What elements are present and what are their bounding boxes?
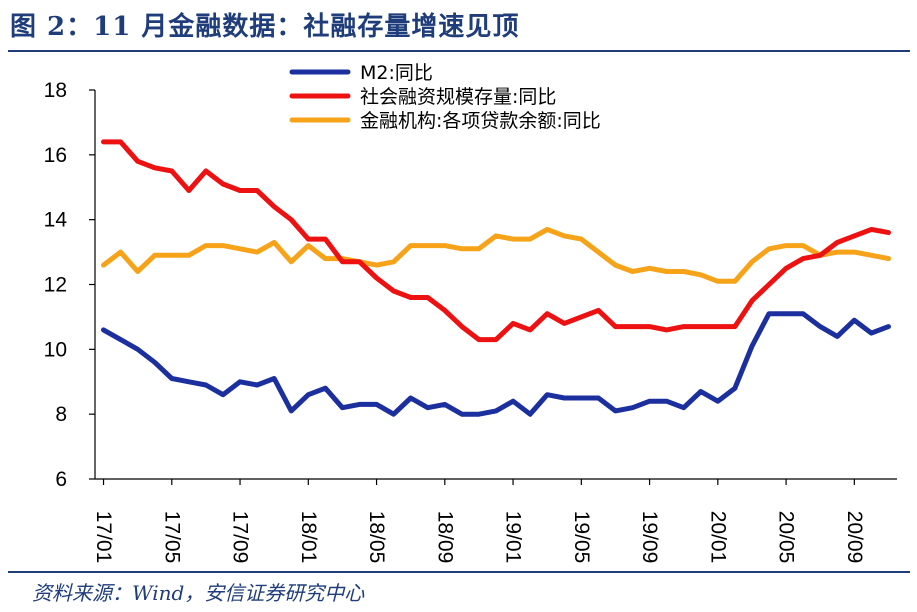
x-tick-label: 20/09 (843, 511, 866, 564)
x-tick-label: 19/05 (570, 511, 593, 564)
y-tick-label: 14 (44, 209, 68, 232)
y-tick-label: 10 (44, 338, 67, 361)
x-tick-label: 17/05 (160, 511, 183, 564)
series-line-0 (101, 311, 891, 417)
chart-series (101, 139, 891, 417)
x-tick-label: 20/05 (775, 511, 798, 564)
figure-title: 图 2：11 月金融数据：社融存量增速见顶 (10, 12, 520, 42)
legend-label: 社会融资规模存量:同比 (360, 86, 556, 108)
legend-label: 金融机构:各项贷款余额:同比 (360, 110, 601, 132)
x-tick-label: 19/09 (638, 511, 661, 564)
title-rule (8, 50, 910, 52)
legend-label: M2:同比 (360, 62, 433, 84)
y-tick-label: 8 (55, 403, 67, 426)
x-tick-label: 18/01 (297, 511, 320, 564)
x-tick-label: 18/05 (365, 511, 388, 564)
source-rule (8, 571, 910, 573)
y-tick-label: 16 (44, 144, 67, 167)
x-tick-label: 17/09 (229, 511, 252, 564)
x-tick-label: 17/01 (92, 511, 115, 564)
x-tick-label: 20/01 (706, 511, 729, 564)
x-tick-label: 18/09 (433, 511, 456, 564)
chart-axes: 6 8 10 12 14 16 18 17/01 17/05 17/09 18/01 18/05 18/… (44, 79, 897, 563)
source-note: 资料来源：Wind，安信证券研究中心 (32, 581, 365, 605)
y-tick-label: 18 (44, 79, 67, 102)
y-tick-label: 12 (44, 274, 67, 297)
series-line-2 (101, 226, 891, 284)
series-line-1 (101, 139, 891, 343)
y-tick-label: 6 (55, 468, 67, 491)
x-tick-label: 19/01 (502, 511, 525, 564)
